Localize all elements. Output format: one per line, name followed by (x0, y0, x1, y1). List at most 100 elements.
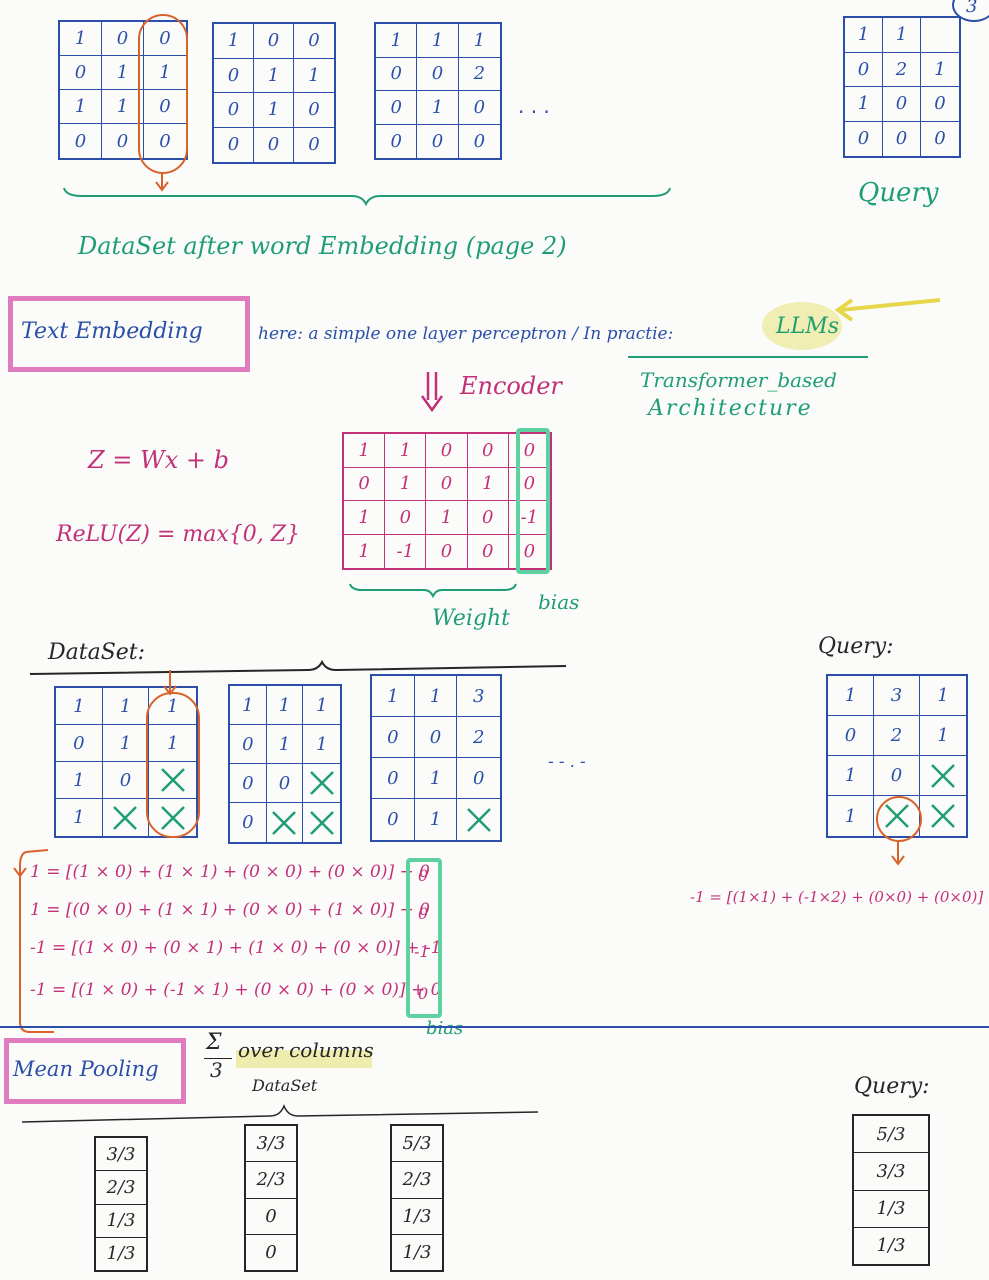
weight-matrix-value: 0 (481, 506, 494, 528)
dataset-matrix-cell: 0 (214, 127, 254, 162)
embedded-query-cell: 1 (920, 716, 966, 756)
mean-pooling-title: Mean Pooling (13, 1057, 159, 1081)
weight-matrix-cell: 0 (467, 434, 509, 468)
dataset-matrix-2: 1 0 0 0 1 1 0 1 0 0 0 0 (212, 22, 336, 164)
embedded-matrix-cell: 0 (372, 758, 415, 799)
dataset-matrix-value: 1 (308, 64, 320, 86)
weight-matrix-value: -1 (520, 506, 539, 528)
dataset-matrix-value: 0 (267, 134, 280, 156)
weight-matrix-cell: -1 (508, 501, 550, 535)
query-matrix-cell: 2 (883, 52, 921, 87)
embedded-matrix-value: 0 (278, 772, 291, 794)
dataset-matrix-cell: 0 (254, 127, 294, 162)
weight-matrix-cell: 0 (467, 501, 509, 535)
mean-pooling-box: Mean Pooling (4, 1038, 186, 1104)
query-matrix-value: 0 (895, 93, 908, 115)
dataset-matrix-value: 1 (390, 29, 402, 51)
embedded-query-value: 1 (844, 765, 857, 786)
embedding-note: here: a simple one layer perceptron / In… (258, 324, 674, 344)
dataset-matrix-cell: 2 (458, 58, 500, 91)
formula-relu: ReLU(Z) = max{0, Z} (56, 522, 301, 547)
weight-matrix-value: 1 (358, 439, 370, 461)
query-matrix-cell: 1 (883, 18, 921, 53)
embedded-matrix-cell: 3 (457, 676, 500, 717)
embedded-matrix-value: 0 (73, 732, 85, 754)
weight-matrix-cell: 0 (509, 535, 550, 569)
weight-matrix-cell: 1 (467, 467, 509, 501)
embedded-query-cell: 3 (874, 676, 920, 716)
embedded-query-cell: 1 (828, 756, 874, 796)
dataset-matrix-cell: 0 (417, 57, 459, 91)
embedded-matrix-cell: 0 (457, 758, 500, 799)
pooling-query-label: Query: (854, 1074, 930, 1099)
dataset-matrix-value: 1 (159, 62, 171, 83)
llm-highlight (762, 302, 842, 350)
pooled-vector-3: 5/3 2/3 1/3 1/3 (390, 1124, 444, 1272)
dataset-brace (29, 660, 567, 675)
embedded-matrix-value: 0 (242, 772, 254, 794)
pooled-value: 3/3 (854, 1153, 928, 1191)
query-matrix: 1 1 0 2 1 1 0 0 0 0 0 (843, 16, 961, 158)
query-matrix-cell: 0 (921, 87, 959, 122)
dataset-matrix-cell: 1 (376, 24, 418, 58)
section-divider (0, 1026, 989, 1028)
embedded-query-value: 1 (937, 725, 949, 746)
embedded-matrix-cell: 1 (303, 686, 340, 725)
query-matrix-value: 0 (934, 128, 946, 150)
query-matrix-cell: 0 (883, 87, 921, 122)
cross-out-icon (309, 810, 334, 835)
embedded-matrix-value: 0 (387, 726, 399, 748)
embedded-matrix-cell: 1 (414, 676, 458, 717)
pooled-value: 1/3 (854, 1191, 928, 1228)
dataset-matrix-value: 1 (267, 99, 280, 121)
dataset-matrix-value: 1 (431, 29, 444, 51)
weight-matrix: 1 1 0 0 0 0 1 0 1 0 1 0 1 0 -1 1 -1 0 0 0 (342, 432, 552, 570)
dataset-matrix-cell: 1 (102, 90, 144, 124)
embedded-query-cell: 0 (874, 756, 920, 796)
llm-label: LLMs (776, 314, 840, 339)
weight-matrix-cell: 1 (344, 534, 386, 568)
embedded-query-cell (920, 756, 966, 796)
dataset-matrix-cell: 0 (417, 124, 459, 158)
cross-out-icon (309, 771, 334, 795)
pooled-value: 1/3 (106, 1243, 136, 1265)
top-brace (63, 187, 671, 207)
llm-underline (628, 356, 868, 358)
pooled-value: 0 (265, 1241, 277, 1263)
pooling-formula-text: over columns (238, 1038, 374, 1062)
dataset-matrix-value: 0 (159, 96, 171, 117)
embedded-matrix-cell: 0 (266, 764, 304, 803)
weight-matrix-value: 1 (358, 540, 370, 562)
equation-3: -1 = [(1 × 0) + (0 × 1) + (1 × 0) + (0 ×… (30, 938, 442, 958)
dataset-matrix-value: 0 (116, 28, 129, 49)
weight-matrix-value: 0 (440, 439, 453, 461)
cross-out-icon (272, 810, 297, 835)
embedded-matrix-cell: 1 (303, 725, 340, 764)
weight-matrix-cell: 0 (468, 534, 509, 568)
embedded-matrix-cell: 0 (372, 799, 415, 840)
weight-matrix-value: 1 (399, 439, 412, 461)
pooling-sigma: Σ (206, 1030, 222, 1055)
query-label-2: Query: (818, 634, 894, 659)
weight-matrix-cell: -1 (385, 534, 427, 568)
pooling-brace (21, 1104, 539, 1123)
embedded-matrix-cell: 1 (372, 676, 415, 717)
embedded-matrix-cell (457, 799, 500, 840)
dataset-matrix-cell: 1 (144, 56, 186, 90)
embedded-query-value: 0 (844, 725, 857, 746)
dataset-matrix-value: 0 (227, 99, 240, 121)
embedded-matrix-cell: 1 (56, 762, 103, 799)
dataset-matrix-cell: 0 (376, 124, 418, 158)
embedded-matrix-cell (103, 799, 150, 836)
embedded-query-value: 2 (890, 725, 903, 746)
dataset-matrix-value: 0 (227, 64, 240, 86)
embedded-matrix-value: 1 (73, 807, 85, 828)
bias-column-box (516, 428, 550, 574)
dataset-matrix-cell: 0 (254, 24, 294, 59)
query-matrix-value: 2 (895, 58, 908, 80)
query-matrix-cell: 1 (845, 87, 883, 122)
dataset-matrix-cell: 1 (458, 24, 500, 58)
dataset-ellipsis: . . . (518, 94, 550, 118)
dataset-matrix-cell: 1 (102, 56, 144, 90)
dataset-matrix-cell: 0 (144, 124, 186, 158)
